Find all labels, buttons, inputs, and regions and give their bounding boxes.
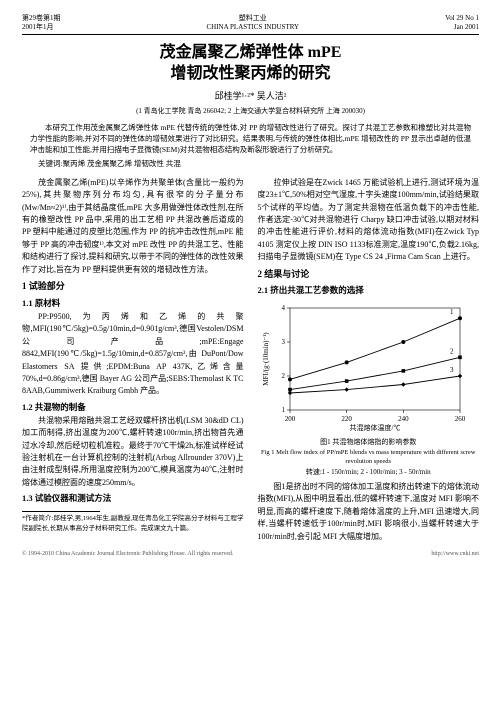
left-column: 茂金属聚乙烯(mPE)以辛烯作为共聚单体(含量比一般约为25%),其共聚物序列分… [22, 177, 244, 545]
svg-text:260: 260 [454, 415, 465, 423]
materials-para: PP:P9500,为丙烯和乙烯的共聚物,MFI(190℃/5kg)=0.5g/1… [22, 311, 244, 398]
svg-text:共混熔体温度/℃: 共混熔体温度/℃ [349, 423, 400, 432]
header-rule [22, 34, 479, 35]
svg-text:3: 3 [281, 338, 285, 346]
header-left: 第29卷第1期 2001年1月 [22, 14, 61, 32]
fig1-caption-cn: 图1 共混物熔体熔指的影响参数 [258, 438, 480, 447]
issue-date-en: Jan 2001 [445, 23, 479, 32]
copyright-text: © 1994-2010 China Academic Journal Elect… [22, 551, 234, 557]
results-para: 图1是挤出时不同的熔体加工温度和挤出转速下的熔体流动指数(MFI),从图中明显看… [258, 481, 480, 543]
authors: 邱桂学¹·²* 吴人洁² [22, 89, 479, 102]
intro-para: 茂金属聚乙烯(mPE)以辛烯作为共聚单体(含量比一般约为25%),其共聚物序列分… [22, 177, 244, 276]
line-chart: 1 2 3 4 200 220 240 260 共混熔体温度/℃ MFI/(g·(10min)⁻¹… [258, 302, 468, 432]
fig1-caption-en: Fig 1 Melt flow index of PP/mPE blends v… [258, 449, 480, 466]
section-1: 1 试验部分 [22, 280, 244, 294]
svg-text:200: 200 [284, 415, 295, 423]
copyright-url: http://www.cnki.net [431, 551, 479, 557]
abstract-block: 本研究工作用茂金属聚乙烯弹性体 mPE 代替传统的弹性体,对 PP 的增韧改性进… [30, 122, 471, 169]
paper-title: 茂金属聚乙烯弹性体 mPE 增韧改性聚丙烯的研究 [22, 43, 479, 85]
right-column: 拉伸试验是在Zwick 1465 万能试验机上进行,测试环境为温度23±1℃,5… [258, 177, 480, 545]
journal-name-cn: 塑料工业 [207, 14, 300, 23]
section-1-2: 1.2 共混物的制备 [22, 401, 244, 414]
test-method-para: 拉伸试验是在Zwick 1465 万能试验机上进行,测试环境为温度23±1℃,5… [258, 177, 480, 264]
header-center: 塑料工业 CHINA PLASTICS INDUSTRY [207, 14, 300, 32]
copyright-footer: © 1994-2010 China Academic Journal Elect… [22, 551, 479, 557]
journal-name-en: CHINA PLASTICS INDUSTRY [207, 23, 300, 32]
issue-date-cn: 2001年1月 [22, 23, 61, 32]
section-1-3: 1.3 试验仪器和测试方法 [22, 492, 244, 505]
svg-text:MFI/(g·(10min)⁻¹): MFI/(g·(10min)⁻¹) [262, 331, 270, 385]
title-line2: 增韧改性聚丙烯的研究 [22, 64, 479, 85]
svg-text:4: 4 [281, 304, 285, 312]
issue-vol-cn: 第29卷第1期 [22, 14, 61, 23]
title-line1: 茂金属聚乙烯弹性体 mPE [22, 43, 479, 64]
blend-prep-para: 共混物采用熔融共混工艺经双螺杆挤出机(LSM 30&dD CL)加工而制得,挤出… [22, 415, 244, 489]
header-right: Vol 29 No 1 Jan 2001 [445, 14, 479, 32]
author-footnote: *作者简介:邱桂学,男,1964年生,副教授,现任青岛化工学院高分子材料与工程学… [22, 514, 244, 532]
svg-text:240: 240 [398, 415, 409, 423]
keywords: 关键词:聚丙烯 茂金属聚乙烯 增韧改性 共混 [38, 158, 463, 169]
affiliations: (1 青岛化工学院 青岛 266042; 2 上海交通大学复合材料研究所 上海 … [22, 106, 479, 116]
abstract-text: 本研究工作用茂金属聚乙烯弹性体 mPE 代替传统的弹性体,对 PP 的增韧改性进… [30, 122, 471, 156]
figure-1: 1 2 3 4 200 220 240 260 共混熔体温度/℃ MFI/(g·(10min)⁻¹… [258, 302, 480, 477]
svg-text:2: 2 [450, 347, 454, 355]
section-2: 2 结果与讨论 [258, 268, 480, 282]
issue-vol-en: Vol 29 No 1 [445, 14, 479, 23]
fig1-legend: 转速:1 - 150r/min; 2 - 100r/min; 3 - 50r/m… [258, 468, 480, 477]
section-2-1: 2.1 挤出共混工艺参数的选择 [258, 284, 480, 297]
footnote-rule [22, 511, 100, 512]
svg-text:2: 2 [281, 372, 285, 380]
section-1-1: 1.1 原材料 [22, 297, 244, 310]
svg-text:1: 1 [450, 308, 454, 316]
svg-text:3: 3 [450, 366, 454, 374]
svg-text:220: 220 [341, 415, 352, 423]
svg-text:1: 1 [281, 406, 285, 414]
